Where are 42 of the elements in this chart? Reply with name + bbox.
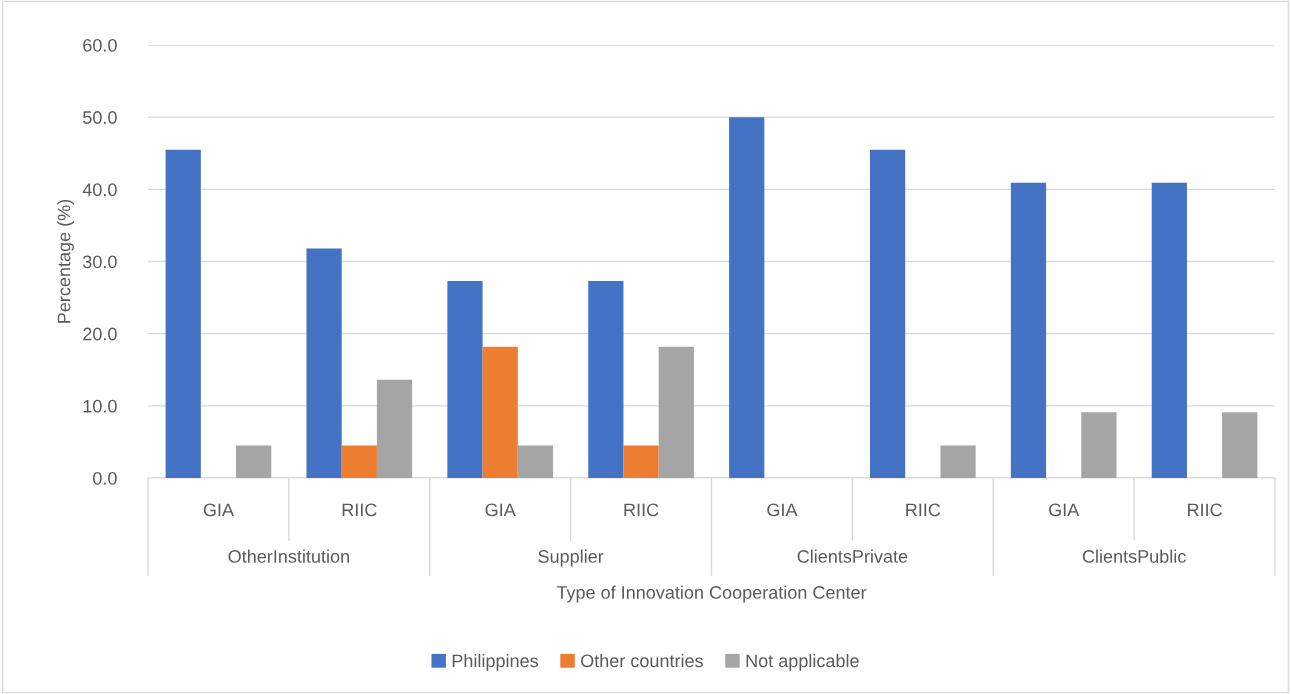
bar [729, 117, 765, 478]
bar [1081, 412, 1117, 478]
bar [482, 346, 518, 478]
text: ClientsPrivate [797, 549, 908, 563]
x-tick-label: RIIC [906, 503, 941, 517]
x-tick-label: GIA [485, 503, 516, 517]
y-tick-label: 60.0 [83, 38, 117, 52]
x-tick-label: RIIC [342, 503, 377, 517]
text: Supplier [538, 549, 604, 567]
bar [376, 379, 413, 478]
y-tick-label: 10.0 [83, 399, 117, 413]
y-tick-label: 20.0 [83, 327, 117, 341]
y-tick-label: 40.0 [82, 183, 117, 197]
x-tick-label: RIIC [624, 503, 659, 517]
y-tick-label: 50.0 [83, 111, 117, 124]
bar [623, 445, 659, 478]
text: ClientsPublic [1082, 549, 1186, 563]
bar [517, 445, 554, 478]
y-axis-title: Percentage (%) [57, 199, 74, 323]
bar [940, 445, 976, 478]
y-tick-label: 30.0 [83, 255, 117, 269]
bar [1222, 412, 1258, 478]
x-tick-label: GIA [1049, 503, 1080, 517]
bar [447, 280, 483, 478]
bar [1010, 182, 1047, 478]
bar [658, 346, 694, 478]
bar [869, 149, 906, 478]
bar [1151, 182, 1187, 478]
x-tick-label: RIIC [1187, 503, 1222, 517]
legend-label: Philippines [452, 653, 538, 671]
text: OtherInstitution [228, 549, 349, 563]
legend-label: Not applicable [746, 653, 859, 671]
x-tick-label: GIA [767, 503, 798, 517]
x-axis-title: Type of Innovation Cooperation Center [556, 585, 867, 603]
bar [236, 445, 272, 478]
bar [306, 248, 342, 478]
bar [588, 280, 624, 478]
legend-label: Other countries [581, 653, 703, 668]
y-tick-label: 0.0 [93, 471, 117, 485]
bar [341, 445, 377, 478]
bar [165, 149, 201, 478]
x-tick-label: GIA [203, 503, 234, 517]
